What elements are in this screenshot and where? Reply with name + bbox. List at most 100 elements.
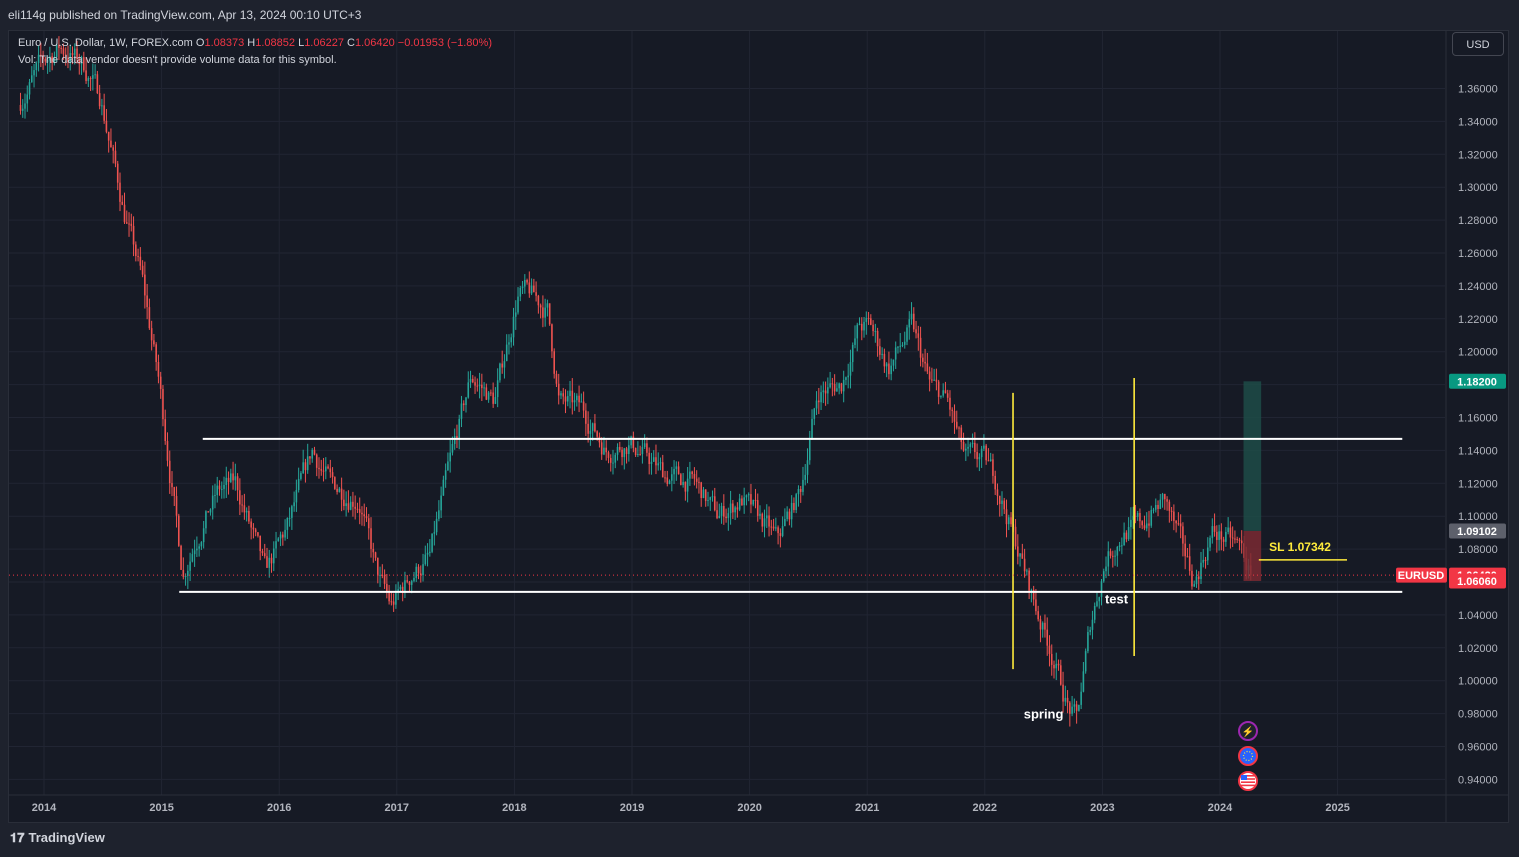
- currency-button[interactable]: USD: [1452, 32, 1504, 56]
- candle-body: [327, 466, 329, 469]
- candle-body: [576, 395, 578, 401]
- x-tick-label: 2021: [855, 802, 879, 814]
- low-value: 1.06227: [304, 37, 344, 49]
- candle-body: [935, 379, 938, 382]
- candle-body: [105, 120, 108, 132]
- candle-body: [89, 78, 92, 80]
- candle-body: [1041, 622, 1044, 630]
- candle-body: [225, 477, 228, 485]
- published-line: eli114g published on TradingView.com, Ap…: [8, 8, 362, 22]
- candle-body: [906, 327, 908, 342]
- candle-body: [110, 140, 112, 148]
- tradingview-logo[interactable]: 𝟏𝟕 TradingView: [10, 830, 105, 846]
- candle-body: [953, 410, 956, 422]
- candle-body: [119, 182, 121, 202]
- candle-body: [209, 509, 212, 513]
- candle-body: [1078, 704, 1080, 711]
- candle-body: [1206, 547, 1209, 561]
- candle-body: [1204, 559, 1207, 561]
- candle-body: [1019, 553, 1021, 557]
- candle-body: [1064, 697, 1067, 702]
- high-value: 1.08852: [255, 37, 295, 49]
- candle-body: [998, 495, 1001, 504]
- candle-body: [24, 103, 26, 109]
- candle-body: [291, 506, 293, 518]
- price-tag-bg: [1449, 373, 1506, 389]
- candle-body: [870, 318, 872, 325]
- candle-body: [860, 323, 863, 331]
- candle-body: [503, 361, 506, 368]
- candle-body: [546, 303, 549, 308]
- lightning-event-icon[interactable]: ⚡: [1238, 721, 1258, 741]
- candle-body: [799, 488, 802, 492]
- chart-legend: Euro / U.S. Dollar, 1W, FOREX.com O1.083…: [18, 35, 492, 69]
- candle-body: [397, 589, 399, 592]
- y-tick-label: 1.30000: [1458, 182, 1498, 194]
- candle-body: [85, 70, 87, 81]
- candle-body: [510, 337, 513, 343]
- candle-body: [107, 131, 110, 141]
- bottom-bar: [0, 823, 1519, 857]
- candle-body: [51, 56, 53, 63]
- y-tick-label: 1.16000: [1458, 413, 1498, 425]
- candle-body: [996, 489, 999, 496]
- open-label: O: [195, 37, 205, 49]
- candle-body: [564, 396, 567, 402]
- candle-body: [732, 503, 734, 513]
- candle-body: [1039, 619, 1042, 630]
- candle-body: [508, 342, 510, 345]
- candle-body: [367, 518, 370, 529]
- us-flag-icon[interactable]: [1238, 771, 1258, 791]
- sl-label: SL 1.07342: [1269, 540, 1331, 554]
- candle-body: [917, 333, 920, 338]
- candle-body: [494, 397, 497, 404]
- candle-body: [153, 340, 155, 345]
- candle-body: [347, 503, 350, 510]
- candle-body: [1157, 504, 1159, 509]
- candle-body: [245, 510, 248, 513]
- candle-body: [205, 511, 207, 529]
- candle-body: [922, 357, 924, 362]
- candle-body: [62, 48, 65, 55]
- candle-body: [157, 362, 160, 377]
- candle-body: [1213, 526, 1216, 532]
- eu-flag-icon[interactable]: [1238, 746, 1258, 766]
- candle-body: [1152, 509, 1155, 511]
- candle-body: [815, 400, 818, 409]
- candle-body: [616, 447, 619, 455]
- candle-body: [542, 307, 544, 318]
- y-tick-label: 1.20000: [1458, 347, 1498, 359]
- candle-body: [370, 528, 372, 549]
- candle-body: [612, 462, 614, 464]
- candle-body: [652, 457, 655, 462]
- candle-body: [951, 409, 954, 411]
- candle-body: [958, 427, 960, 429]
- candle-body: [474, 382, 476, 386]
- candle-body: [526, 279, 528, 283]
- candle-body: [1026, 570, 1028, 572]
- candle-body: [1191, 570, 1193, 587]
- candle-body: [272, 548, 275, 564]
- candle-body: [180, 545, 182, 570]
- close-label: C: [347, 37, 355, 49]
- candle-body: [21, 108, 24, 111]
- candle-body: [680, 474, 682, 485]
- candle-body: [822, 390, 825, 393]
- candle-body: [139, 256, 142, 266]
- candle-body: [1046, 629, 1049, 646]
- candle-body: [569, 390, 571, 397]
- candle-body: [315, 454, 318, 468]
- candle-body: [711, 496, 714, 498]
- candle-body: [591, 423, 594, 431]
- candle-body: [949, 397, 951, 410]
- candle-body: [910, 313, 913, 320]
- candle-body: [655, 457, 657, 466]
- candle-body: [223, 484, 225, 489]
- candle-body: [607, 452, 610, 458]
- candle-body: [216, 485, 219, 496]
- candle-body: [1066, 697, 1069, 703]
- candle-body: [985, 445, 987, 461]
- candle-body: [1118, 545, 1121, 547]
- candle-body: [625, 448, 628, 454]
